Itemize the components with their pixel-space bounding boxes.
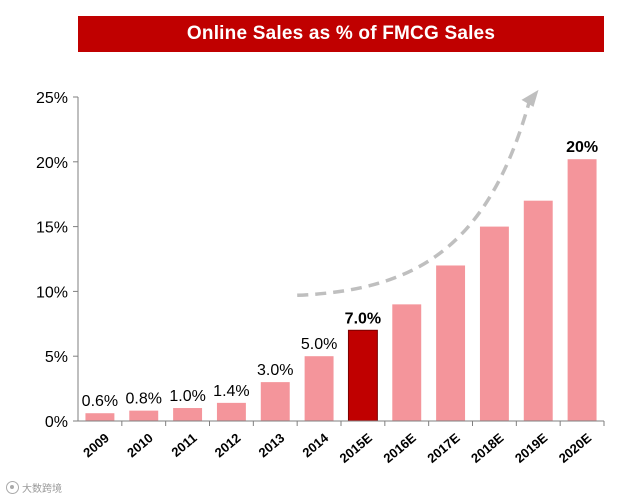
x-tick-label-2011: 2011 [168, 430, 199, 460]
watermark: 大数跨境 [6, 480, 62, 495]
watermark-logo-icon [6, 481, 19, 494]
trend-arrow-line [297, 100, 532, 298]
y-axis-ticks: 0% 5% 10% 15% 20% 25% [36, 90, 68, 431]
bar-2010 [129, 410, 159, 421]
x-tick-label-2020E: 2020E [556, 430, 595, 466]
y-tick-label-20: 20% [36, 155, 68, 172]
bar-2019E [523, 200, 553, 421]
x-axis-ticks: 2009 2010 2011 2012 2013 2014 2015E 2016E 2017E 2… [80, 430, 594, 466]
trend-arrow-head [521, 89, 539, 107]
chart-title: Online Sales as % of FMCG Sales [78, 16, 604, 52]
x-tick-label-2015E: 2015E [337, 430, 376, 466]
y-tick-label-15: 15% [36, 220, 68, 237]
bar-2017E [436, 265, 466, 421]
x-tick-label-2018E: 2018E [468, 430, 507, 466]
x-tick-label-2016E: 2016E [380, 430, 419, 466]
bar-2015E [347, 329, 378, 422]
x-tick-label-2012: 2012 [212, 430, 244, 460]
x-tick-label-2013: 2013 [256, 430, 288, 460]
y-tick-label-10: 10% [36, 284, 68, 301]
watermark-text: 大数跨境 [22, 484, 62, 495]
bar-2016E [392, 304, 422, 421]
bar-2009 [85, 413, 115, 421]
bar-2018E [479, 226, 509, 421]
bar-2013 [260, 382, 290, 421]
y-tick-label-5: 5% [45, 349, 68, 366]
x-tick-label-2019E: 2019E [512, 430, 551, 466]
bar-2011 [173, 408, 203, 421]
x-tick-label-2014: 2014 [299, 430, 331, 461]
x-tick-label-2010: 2010 [124, 430, 156, 460]
bar-2012 [216, 402, 246, 421]
x-tick-label-2017E: 2017E [424, 430, 463, 466]
axes [73, 96, 605, 426]
data-labels: 0.6% 0.8% 1.0% 1.4% 3.0% 5.0% 7.0% 20% [82, 139, 598, 410]
bar-2014 [304, 356, 334, 421]
data-label-2014: 5.0% [301, 336, 337, 353]
data-label-2009: 0.6% [82, 393, 118, 410]
x-tick-label-2009: 2009 [80, 430, 112, 460]
y-tick-label-25: 25% [36, 90, 68, 107]
bar-2020E [567, 159, 597, 421]
bars [85, 159, 597, 422]
data-label-2020E: 20% [566, 139, 598, 156]
data-label-2012: 1.4% [213, 383, 249, 400]
data-label-2010: 0.8% [126, 391, 162, 408]
data-label-2015E: 7.0% [345, 310, 381, 327]
data-label-2011: 1.0% [169, 388, 205, 405]
data-label-2013: 3.0% [257, 362, 293, 379]
trend-annotation [297, 89, 539, 298]
y-tick-label-0: 0% [45, 414, 68, 431]
